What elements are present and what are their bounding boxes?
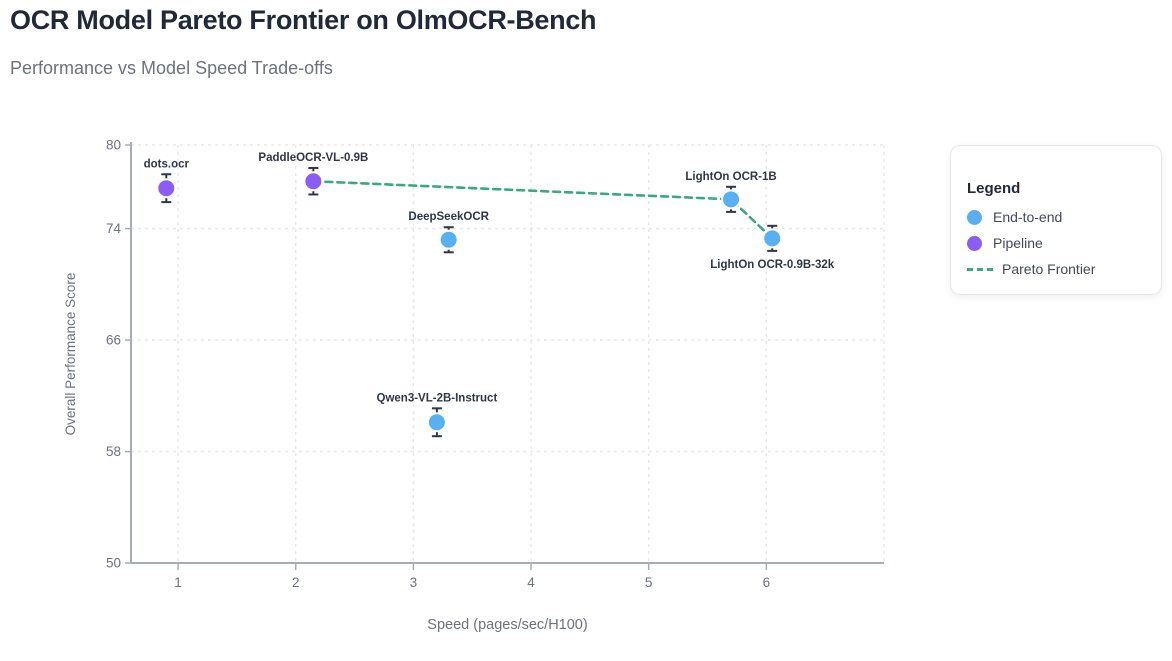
pipeline-dot-icon [967,235,982,251]
point-label-dots-ocr: dots.ocr [144,158,190,170]
point-dots-ocr[interactable] [156,178,177,199]
data-point-group-deepseekocr: DeepSeekOCR [408,211,490,254]
pareto-frontier-line [312,179,774,240]
x-tick-label: 3 [410,575,418,590]
point-label-paddleocr-vl-0-9b: PaddleOCR-VL-0.9B [258,152,368,164]
legend-item-pipeline[interactable]: Pipeline [967,235,1145,251]
point-deepseekocr[interactable] [438,229,459,250]
data-point-group-lighton-ocr-0-9b-32k: LightOn OCR-0.9B-32k [710,224,835,271]
dashed-line-icon [967,267,993,271]
x-axis-title: Speed (pages/sec/H100) [427,617,587,633]
y-tick-label: 58 [106,444,121,459]
point-lighton-ocr-0-9b-32k[interactable] [762,228,783,249]
point-label-qwen3-vl-2b-instruct: Qwen3-VL-2B-Instruct [377,392,498,404]
data-point-group-qwen3-vl-2b-instruct: Qwen3-VL-2B-Instruct [377,392,498,438]
legend-item-label: End-to-end [993,209,1063,225]
data-point-group-paddleocr-vl-0-9b: PaddleOCR-VL-0.9B [258,152,368,196]
point-lighton-ocr-1b[interactable] [721,189,742,210]
legend-item-label: Pareto Frontier [1002,261,1096,277]
legend-item-label: Pipeline [993,235,1043,251]
x-tick-label: 4 [527,575,535,590]
page-subtitle: Performance vs Model Speed Trade-offs [10,58,333,78]
x-tick-label: 1 [174,575,182,590]
end-to-end-dot-icon [967,209,982,225]
point-paddleocr-vl-0-9b[interactable] [303,171,324,192]
point-label-lighton-ocr-0-9b-32k: LightOn OCR-0.9B-32k [710,259,835,271]
y-axis-title: Overall Performance Score [63,273,78,436]
y-tick-label: 74 [106,221,122,236]
point-qwen3-vl-2b-instruct[interactable] [426,412,447,433]
point-label-deepseekocr: DeepSeekOCR [408,211,489,223]
x-tick-label: 6 [763,575,771,590]
legend-card: Legend End-to-end Pipeline Pareto Fronti… [950,145,1162,295]
data-point-group-dots-ocr: dots.ocr [144,158,190,204]
page-title: OCR Model Pareto Frontier on OlmOCR-Benc… [10,5,597,35]
x-tick-label: 5 [645,575,653,590]
data-point-group-lighton-ocr-1b: LightOn OCR-1B [685,171,777,213]
legend-item-pareto-frontier[interactable]: Pareto Frontier [967,261,1145,277]
point-label-lighton-ocr-1b: LightOn OCR-1B [685,171,776,183]
y-tick-label: 50 [106,556,121,571]
legend-item-end-to-end[interactable]: End-to-end [967,209,1145,225]
y-tick-label: 80 [106,138,121,153]
y-tick-label: 66 [106,333,121,348]
x-tick-label: 2 [292,575,300,590]
legend-title: Legend [967,180,1021,197]
